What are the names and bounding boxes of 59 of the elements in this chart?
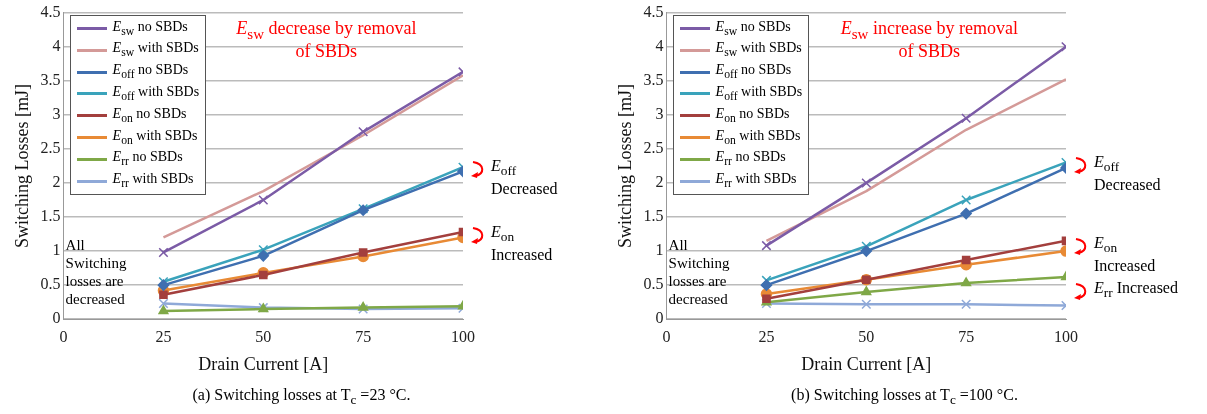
legend-label: E$_{sw}$ no SBDs: [112, 17, 188, 40]
y-tick-label: 2: [655, 173, 664, 191]
x-axis-title: Drain Current [A]: [198, 353, 329, 374]
legend-label: E$_{on}$ no SBDs: [112, 104, 187, 127]
y-tick-label: 4.5: [643, 2, 664, 20]
legend-label: E$_{sw}$ with SBDs: [715, 39, 802, 62]
text: E$_{on}$ Increased: [491, 222, 554, 264]
x-tick-label: 100: [451, 328, 475, 345]
y-tick-label: 2.5: [643, 139, 664, 157]
y-tick-label: 3.5: [643, 70, 664, 88]
legend-label: E$_{rr}$ no SBDs: [112, 148, 183, 171]
legend-label: E$_{rr}$ no SBDs: [715, 148, 786, 171]
text: E$_{off}$ Decreased: [491, 157, 559, 199]
annotation: All Switching losses are decreased: [668, 236, 731, 309]
x-tick-label: 75: [355, 328, 372, 345]
annotation: All Switching losses are decreased: [65, 236, 128, 309]
x-tick-label: 25: [155, 328, 172, 345]
text: E$_{off}$ Decreased: [1094, 153, 1162, 195]
legend-label: E$_{on}$ with SBDs: [112, 126, 198, 149]
x-tick-label: 75: [958, 328, 975, 345]
y-tick-label: 1: [655, 241, 664, 259]
annotation: E$_{sw}$ decrease by removal of SBDs: [235, 17, 418, 62]
annotation: E$_{sw}$ increase by removal of SBDs: [839, 17, 1019, 62]
legend-label: E$_{on}$ no SBDs: [715, 104, 790, 127]
y-tick-label: 2.5: [40, 139, 61, 157]
legend-label: E$_{off}$ with SBDs: [715, 83, 803, 105]
text: E$_{on}$ Increased: [1094, 233, 1157, 276]
x-tick-label: 50: [255, 328, 272, 345]
y-tick-label: 2: [52, 173, 61, 191]
x-axis-title: Drain Current [A]: [801, 353, 932, 374]
y-axis-title: Switching Losses [mJ]: [11, 83, 32, 248]
legend-label: E$_{on}$ with SBDs: [715, 126, 801, 149]
x-tick-label: 50: [858, 328, 875, 345]
text: E$_{rr}$ Increased: [1094, 279, 1179, 303]
y-tick-label: 0.5: [40, 275, 61, 293]
text: (a) Switching losses at T$_{c}$ =23 °C.: [191, 386, 412, 409]
y-tick-label: 0: [52, 309, 61, 327]
y-tick-label: 3.5: [40, 70, 61, 88]
y-tick-label: 3: [655, 105, 664, 122]
y-tick-label: 4: [52, 36, 61, 54]
y-tick-label: 3: [52, 105, 61, 122]
legend-label: E$_{off}$ no SBDs: [715, 61, 792, 83]
y-tick-label: 0: [655, 309, 664, 327]
y-tick-label: 0.5: [643, 275, 664, 293]
legend-label: E$_{rr}$ with SBDs: [112, 170, 194, 192]
y-tick-label: 4: [655, 36, 664, 54]
x-tick-label: 100: [1054, 328, 1078, 345]
y-tick-label: 1.5: [643, 207, 664, 225]
legend-label: E$_{sw}$ with SBDs: [112, 39, 199, 62]
y-tick-label: 1.5: [40, 207, 61, 225]
text: (b) Switching losses at T$_{c}$ =100 °C.: [790, 386, 1019, 409]
y-axis-title: Switching Losses [mJ]: [614, 83, 635, 248]
legend-label: E$_{sw}$ no SBDs: [715, 17, 791, 40]
legend-label: E$_{off}$ with SBDs: [112, 83, 200, 105]
legend-label: E$_{rr}$ with SBDs: [715, 170, 797, 192]
x-tick-label: 25: [758, 328, 775, 345]
y-tick-label: 1: [52, 241, 61, 259]
y-tick-label: 4.5: [40, 2, 61, 20]
legend-label: E$_{off}$ no SBDs: [112, 61, 189, 83]
